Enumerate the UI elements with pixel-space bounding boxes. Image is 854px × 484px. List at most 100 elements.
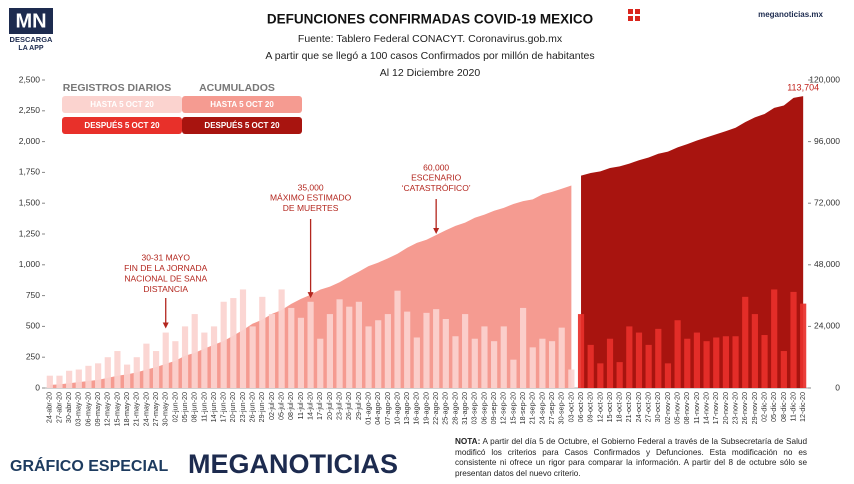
y2-tick-label: 120,000 [809,74,840,84]
daily-bar [558,327,565,388]
x-tick-label: 20-jun-20 [228,392,237,422]
y-tick-label: 2,500 [19,74,41,84]
daily-bar [491,341,498,388]
daily-bar [587,344,594,388]
x-tick-label: 15-sep-20 [508,392,517,424]
x-tick-label: 11-jun-20 [199,392,208,422]
x-tick-label: 11-nov-20 [692,392,701,424]
daily-bar [143,343,150,388]
annotation-text: ‘CATASTRÓFICO’ [402,183,471,193]
daily-bar [133,357,140,388]
daily-bar [442,319,449,388]
x-tick-label: 08-nov-20 [682,392,691,424]
legend-label: DESPUÉS 5 OCT 20 [204,121,280,130]
y-tick-label: 2,250 [19,105,41,115]
logo-box [9,8,53,34]
y-tick-label: 0 [35,382,40,392]
x-tick-label: 20-nov-20 [721,392,730,424]
daily-bar [230,298,237,388]
x-tick-label: 05-jul-20 [277,392,286,420]
daily-bar [693,332,701,388]
y-tick-label: 1,000 [19,259,41,269]
daily-bar [172,341,179,388]
daily-bar [124,364,131,388]
daily-bar [529,347,536,388]
x-tick-label: 14-nov-20 [701,392,710,424]
x-tick-label: 24-oct-20 [634,392,643,422]
x-tick-label: 29-jul-20 [354,392,363,420]
x-tick-label: 27-oct-20 [644,392,653,422]
daily-bar [800,303,807,388]
daily-bar [500,326,507,388]
daily-bar [56,375,63,388]
annotation-text: FIN DE LA JORNADA [124,263,207,273]
x-tick-label: 13-ago-20 [402,392,411,425]
daily-bar [539,338,546,388]
daily-bar [713,337,720,388]
logo-line: DESCARGA [10,35,54,44]
daily-bar [288,307,295,388]
daily-bar [220,301,227,388]
cumulative-area [581,96,804,389]
daily-bar [655,328,662,388]
legend-label: HASTA 5 OCT 20 [90,100,154,109]
daily-bar [722,336,729,388]
footer-brand: MEGANOTICIAS [188,449,398,479]
daily-bar [674,320,681,388]
x-tick-label: 26-jul-20 [344,392,353,420]
x-tick-label: 06-oct-20 [576,392,585,422]
daily-bar [790,291,797,388]
daily-bar [626,326,633,388]
x-tick-label: 26-jun-20 [248,392,257,422]
x-tick-label: 27-sep-20 [547,392,556,424]
x-tick-label: 18-oct-20 [615,392,624,422]
x-tick-label: 18-may-20 [122,392,131,426]
x-tick-label: 09-may-20 [93,392,102,426]
y2-tick-label: 96,000 [814,136,840,146]
daily-bar [75,369,82,388]
x-tick-label: 17-jun-20 [219,392,228,422]
y2-tick-label: 24,000 [814,321,840,331]
x-tick-label: 27-abr-20 [54,392,63,423]
x-tick-label: 14-jul-20 [306,392,315,420]
y-tick-label: 750 [26,290,40,300]
x-tick-label: 03-sep-20 [470,392,479,424]
x-tick-label: 09-oct-20 [586,392,595,422]
legend-swatch [182,117,302,134]
x-tick-label: 25-ago-20 [441,392,450,425]
x-tick-label: 24-may-20 [141,392,150,426]
daily-bar [742,296,749,388]
site-icon [628,9,640,21]
daily-bar [761,335,768,388]
daily-bar [317,338,324,388]
daily-bar [355,301,362,388]
x-tick-label: 15-may-20 [112,392,121,426]
x-tick-label: 30-oct-20 [653,392,662,422]
annotation-text: DE MUERTES [283,203,339,213]
x-tick-label: 23-nov-20 [730,392,739,424]
subtitle: Al 12 Diciembre 2020 [380,67,481,79]
daily-bar [751,314,758,388]
daily-bar [462,314,469,388]
legend-title: ACUMULADOS [199,82,275,94]
annotation-text: NACIONAL DE SANA [124,273,207,283]
x-tick-label: 31-ago-20 [460,392,469,425]
daily-bar [771,289,778,388]
annotation-value: 35,000 [298,182,324,192]
annotation-text: ESCENARIO [411,172,461,182]
annotation-arrowhead [433,228,440,234]
y-tick-label: 500 [26,321,40,331]
daily-bar [597,363,604,388]
daily-bar [732,336,739,388]
daily-bar [471,338,478,388]
daily-bar [336,299,343,388]
legend-swatch [62,96,182,113]
x-tick-label: 21-sep-20 [528,392,537,424]
x-tick-label: 12-oct-20 [595,392,604,422]
y2-tick-label: 48,000 [814,259,840,269]
x-tick-label: 29-jun-20 [257,392,266,422]
daily-bar [365,326,372,388]
y-tick-label: 1,500 [19,197,41,207]
x-tick-label: 04-ago-20 [373,392,382,425]
note-label: NOTA: [455,437,481,446]
